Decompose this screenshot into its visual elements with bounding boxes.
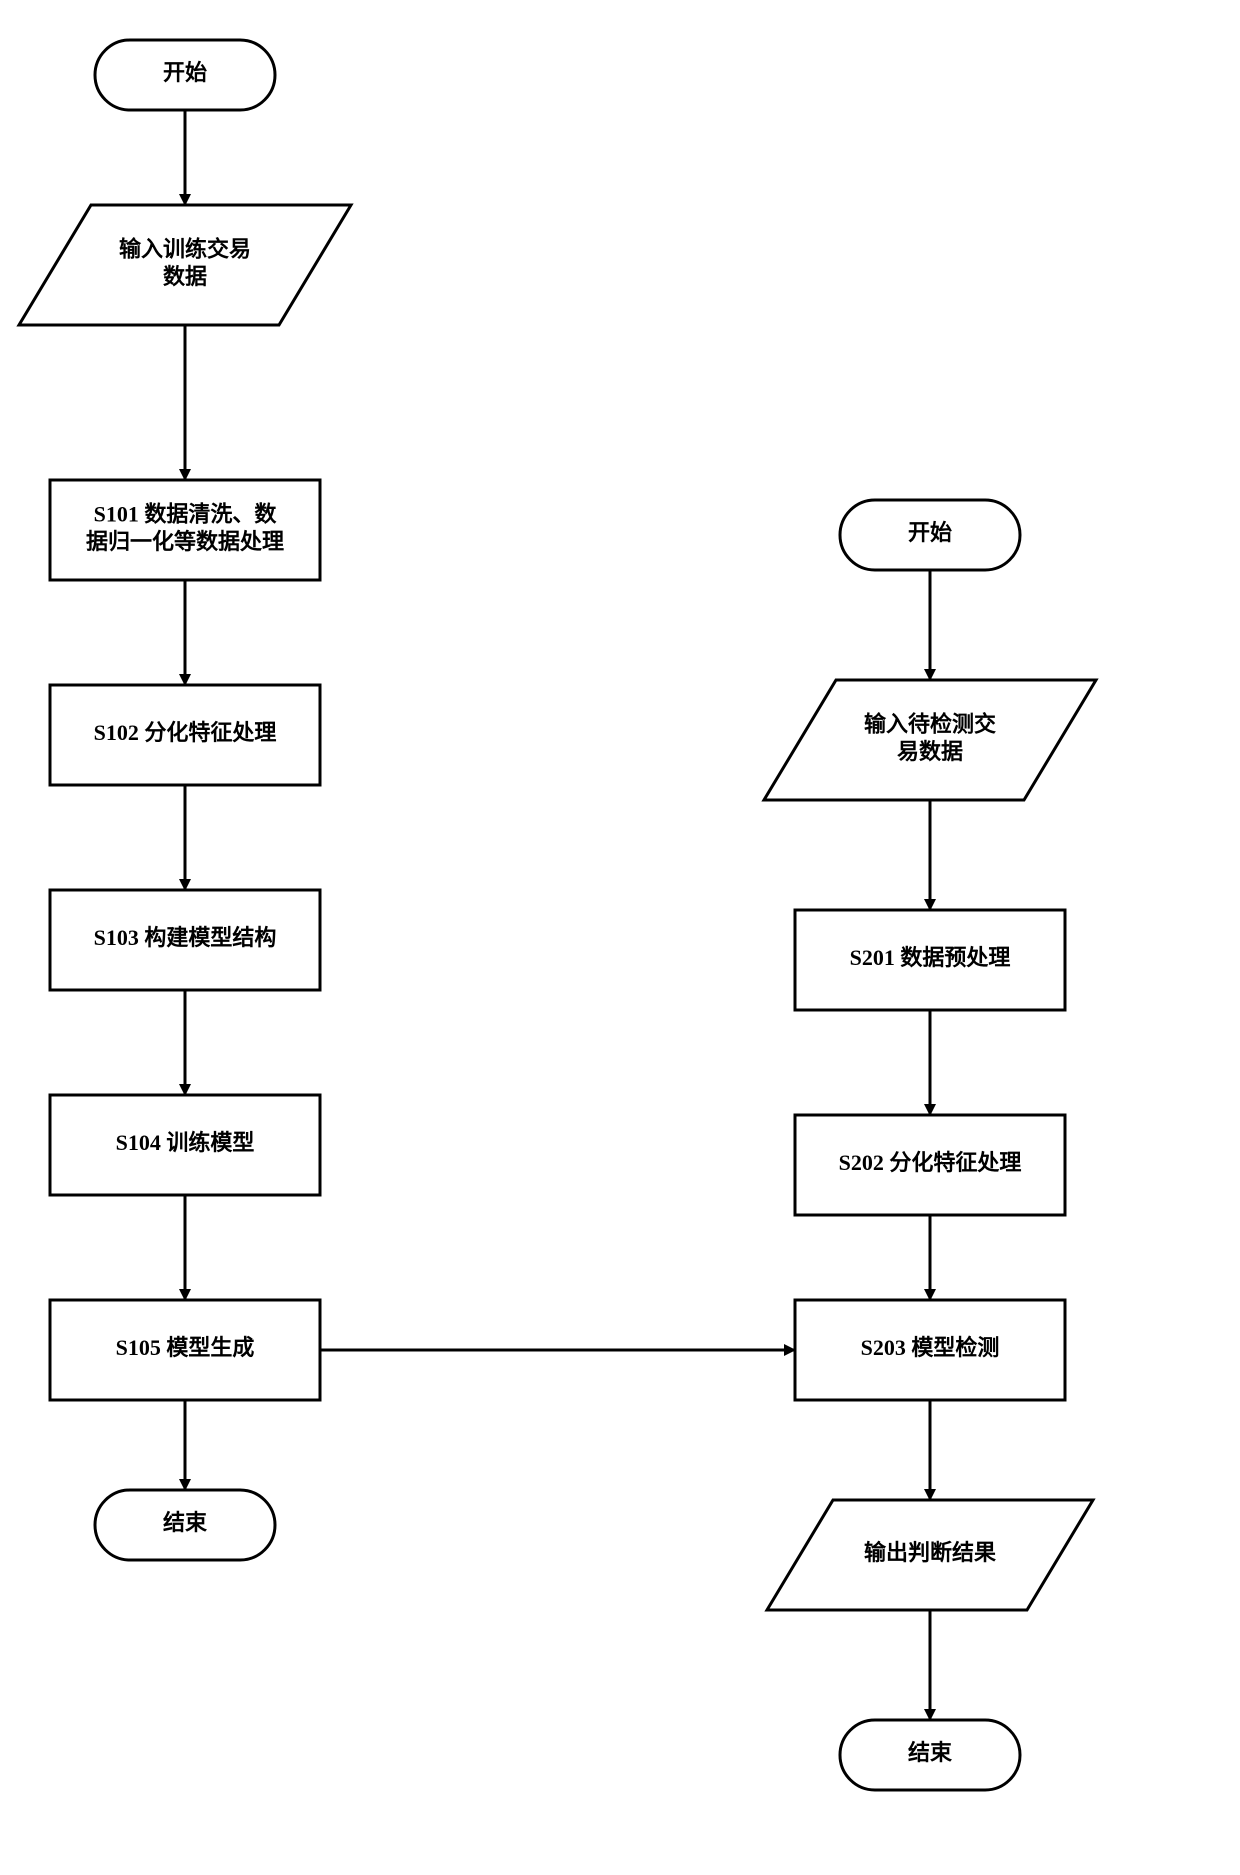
node-l_s105: S105 模型生成 [50,1300,320,1400]
node-r_input: 输入待检测交易数据 [764,680,1096,800]
node-label: S202 分化特征处理 [839,1150,1022,1175]
flowchart-canvas: 开始输入训练交易数据S101 数据清洗、数据归一化等数据处理S102 分化特征处… [0,0,1240,1875]
node-l_s104: S104 训练模型 [50,1095,320,1195]
node-label: S203 模型检测 [861,1335,1000,1360]
node-label: S201 数据预处理 [850,945,1011,970]
node-label: 开始 [908,520,952,545]
node-l_s102: S102 分化特征处理 [50,685,320,785]
node-label: S101 数据清洗、数 [94,501,278,526]
node-r_end: 结束 [840,1720,1020,1790]
node-label: S102 分化特征处理 [94,720,277,745]
node-label: 易数据 [897,739,963,764]
node-label: 输入待检测交 [864,711,996,736]
node-l_start: 开始 [95,40,275,110]
node-l_input: 输入训练交易数据 [19,205,351,325]
node-r_output: 输出判断结果 [767,1500,1093,1610]
node-label: 结束 [163,1510,208,1535]
node-label: 输出判断结果 [864,1540,996,1565]
node-label: 数据 [163,264,207,289]
node-label: 结束 [908,1740,953,1765]
node-label: 据归一化等数据处理 [86,529,284,554]
node-r_s202: S202 分化特征处理 [795,1115,1065,1215]
node-label: 开始 [163,60,207,85]
node-r_start: 开始 [840,500,1020,570]
node-label: 输入训练交易 [119,236,251,261]
node-label: S105 模型生成 [116,1335,255,1360]
node-r_s201: S201 数据预处理 [795,910,1065,1010]
node-label: S103 构建模型结构 [94,925,277,950]
node-l_s103: S103 构建模型结构 [50,890,320,990]
node-r_s203: S203 模型检测 [795,1300,1065,1400]
node-l_s101: S101 数据清洗、数据归一化等数据处理 [50,480,320,580]
node-label: S104 训练模型 [116,1130,255,1155]
node-l_end: 结束 [95,1490,275,1560]
